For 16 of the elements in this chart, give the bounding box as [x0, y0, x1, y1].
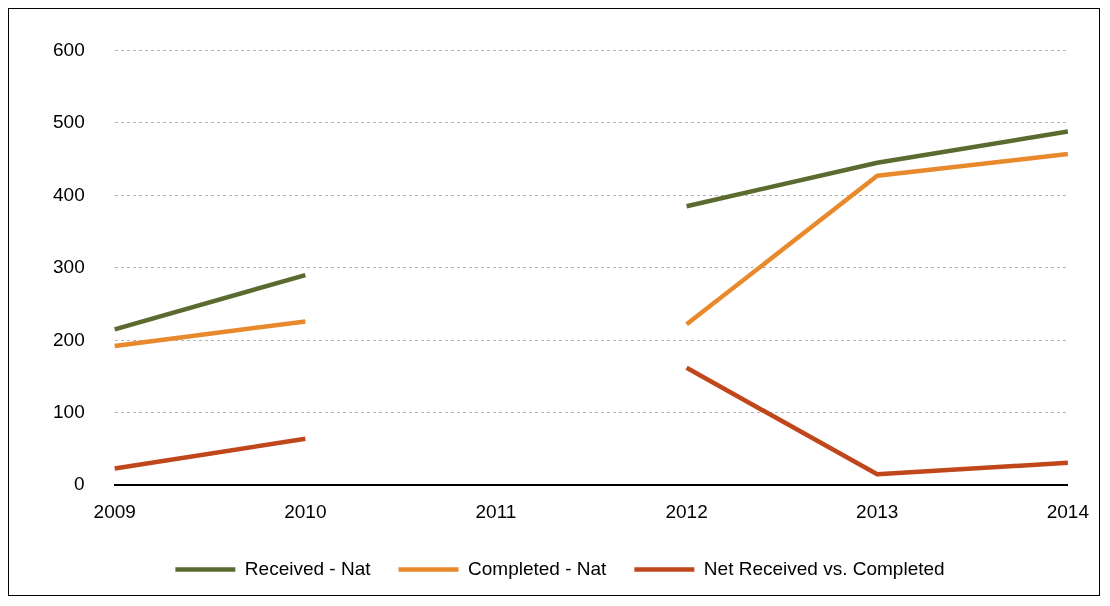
x-tick-label: 2013 [856, 500, 899, 522]
y-tick-label: 500 [53, 111, 85, 133]
x-tick-label: 2012 [665, 500, 708, 522]
y-tick-label: 600 [53, 38, 85, 60]
legend-label: Completed - Nat [468, 557, 608, 579]
legend-label: Received - Nat [244, 557, 372, 579]
x-tick-label: 2014 [1046, 500, 1090, 522]
legend-label: Net Received vs. Completed [703, 557, 945, 579]
x-tick-label: 2010 [284, 500, 327, 522]
x-tick-label: 2009 [93, 500, 136, 522]
x-tick-label: 2011 [475, 500, 517, 522]
y-tick-label: 0 [74, 473, 85, 495]
y-tick-label: 100 [53, 400, 85, 422]
y-tick-label: 300 [53, 256, 85, 278]
y-tick-label: 200 [53, 328, 85, 350]
y-tick-label: 400 [53, 183, 85, 205]
